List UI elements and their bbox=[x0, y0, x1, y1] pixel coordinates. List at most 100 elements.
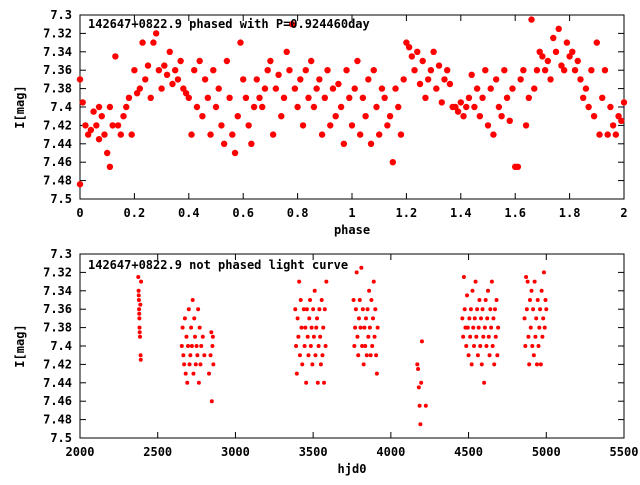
phased-data-point bbox=[408, 53, 416, 60]
raw-data-point bbox=[461, 334, 466, 339]
raw-data-point bbox=[183, 371, 188, 376]
raw-data-point bbox=[186, 344, 191, 348]
phased-data-point bbox=[269, 131, 277, 138]
raw-data-point bbox=[523, 344, 528, 348]
phased-data-point bbox=[324, 67, 331, 74]
phased-data-point bbox=[550, 34, 557, 42]
phased-data-point bbox=[585, 103, 592, 111]
raw-data-point bbox=[137, 330, 142, 335]
raw-data-point bbox=[136, 275, 141, 279]
phased-data-point bbox=[501, 67, 508, 74]
phased-data-point bbox=[207, 131, 214, 138]
raw-data-point bbox=[476, 325, 481, 330]
raw-data-point bbox=[477, 298, 482, 302]
phased-data-point bbox=[503, 94, 511, 102]
raw-data-point bbox=[317, 307, 322, 312]
raw-data-point bbox=[321, 325, 326, 330]
raw-data-point bbox=[207, 371, 212, 376]
phased-x-tick-label: 0.2 bbox=[124, 206, 146, 220]
phased-data-point bbox=[139, 39, 146, 46]
phased-data-point bbox=[536, 48, 543, 55]
phased-data-point bbox=[517, 76, 524, 83]
raw-data-point bbox=[525, 279, 530, 284]
phased-data-point bbox=[444, 67, 451, 74]
phased-data-point bbox=[520, 67, 527, 74]
phased-data-point bbox=[166, 48, 173, 55]
phased-data-point bbox=[109, 122, 116, 129]
raw-data-point bbox=[136, 288, 141, 293]
raw-data-point bbox=[375, 325, 380, 330]
raw-data-point bbox=[357, 298, 362, 302]
phased-y-tick-label: 7.34 bbox=[43, 45, 72, 59]
phased-data-point bbox=[473, 85, 481, 92]
raw-data-point bbox=[538, 307, 543, 312]
phased-light-curve-panel: 0 0.2 0.4 0.6 0.8 1 1.2 1.4 1.6 1.8 2 7.3 7.32 7.34 7.… bbox=[13, 8, 628, 237]
raw-data-point bbox=[294, 371, 299, 376]
raw-data-point bbox=[416, 367, 421, 371]
raw-data-point bbox=[489, 279, 494, 284]
raw-data-point bbox=[473, 279, 478, 284]
raw-data-point bbox=[363, 316, 368, 321]
phased-data-point bbox=[596, 131, 603, 138]
phased-data-point bbox=[389, 159, 396, 166]
raw-data-point bbox=[303, 325, 308, 330]
phased-data-point bbox=[147, 94, 154, 102]
phased-data-point bbox=[234, 113, 241, 120]
raw-data-point bbox=[527, 298, 532, 302]
raw-data-point bbox=[193, 362, 198, 367]
phased-data-point bbox=[424, 76, 432, 83]
raw-data-point bbox=[544, 307, 549, 312]
phased-data-point bbox=[104, 149, 111, 157]
phased-data-point bbox=[152, 30, 160, 37]
raw-data-point bbox=[182, 362, 187, 367]
phased-data-point bbox=[318, 131, 326, 138]
raw-data-point bbox=[542, 325, 547, 330]
raw-data-point bbox=[417, 403, 422, 408]
raw-data-point bbox=[211, 362, 216, 367]
phased-data-point bbox=[386, 113, 394, 120]
phased-data-point bbox=[416, 80, 424, 88]
raw-y-tick-label: 7.36 bbox=[43, 302, 72, 316]
phased-y-tick-label: 7.36 bbox=[43, 63, 72, 77]
raw-data-point bbox=[294, 344, 299, 348]
phased-data-point bbox=[468, 71, 475, 79]
phased-data-point bbox=[95, 103, 103, 111]
phased-data-point bbox=[607, 103, 614, 111]
phased-data-point bbox=[272, 85, 280, 92]
phased-chart-title: 142647+0822.9 phased with P=0.924460day bbox=[88, 17, 370, 31]
raw-data-point bbox=[491, 316, 496, 321]
phased-data-point bbox=[351, 85, 358, 92]
phased-data-point bbox=[558, 62, 565, 69]
raw-data-point bbox=[198, 362, 203, 367]
phased-data-point bbox=[182, 90, 190, 97]
phased-data-point bbox=[482, 67, 489, 74]
phased-y-tick-label: 7.46 bbox=[43, 155, 72, 169]
phased-data-point bbox=[245, 122, 252, 129]
raw-data-point bbox=[189, 344, 194, 348]
phased-data-point bbox=[76, 76, 84, 83]
phased-data-point bbox=[574, 57, 581, 65]
raw-data-point bbox=[468, 307, 473, 312]
raw-data-point bbox=[534, 362, 539, 367]
raw-y-tick-label: 7.38 bbox=[43, 321, 72, 335]
raw-data-point bbox=[305, 334, 310, 339]
raw-data-point bbox=[191, 371, 196, 376]
raw-data-point bbox=[469, 362, 474, 367]
phased-data-point bbox=[612, 131, 620, 138]
phased-data-point bbox=[547, 76, 554, 83]
raw-data-point bbox=[471, 325, 476, 330]
phased-data-point bbox=[120, 113, 127, 120]
phased-data-point bbox=[599, 94, 606, 102]
phased-data-point bbox=[297, 76, 304, 83]
raw-data-point bbox=[353, 307, 358, 312]
raw-data-point bbox=[353, 325, 358, 330]
raw-data-point bbox=[370, 344, 375, 348]
phased-data-point bbox=[155, 67, 163, 74]
phased-data-point bbox=[525, 94, 532, 102]
raw-data-point bbox=[367, 325, 372, 330]
raw-data-point bbox=[472, 344, 477, 348]
phased-data-point bbox=[131, 67, 138, 74]
raw-y-tick-label: 7.5 bbox=[50, 431, 72, 445]
phased-data-point bbox=[327, 122, 334, 129]
phased-data-point bbox=[79, 99, 86, 106]
